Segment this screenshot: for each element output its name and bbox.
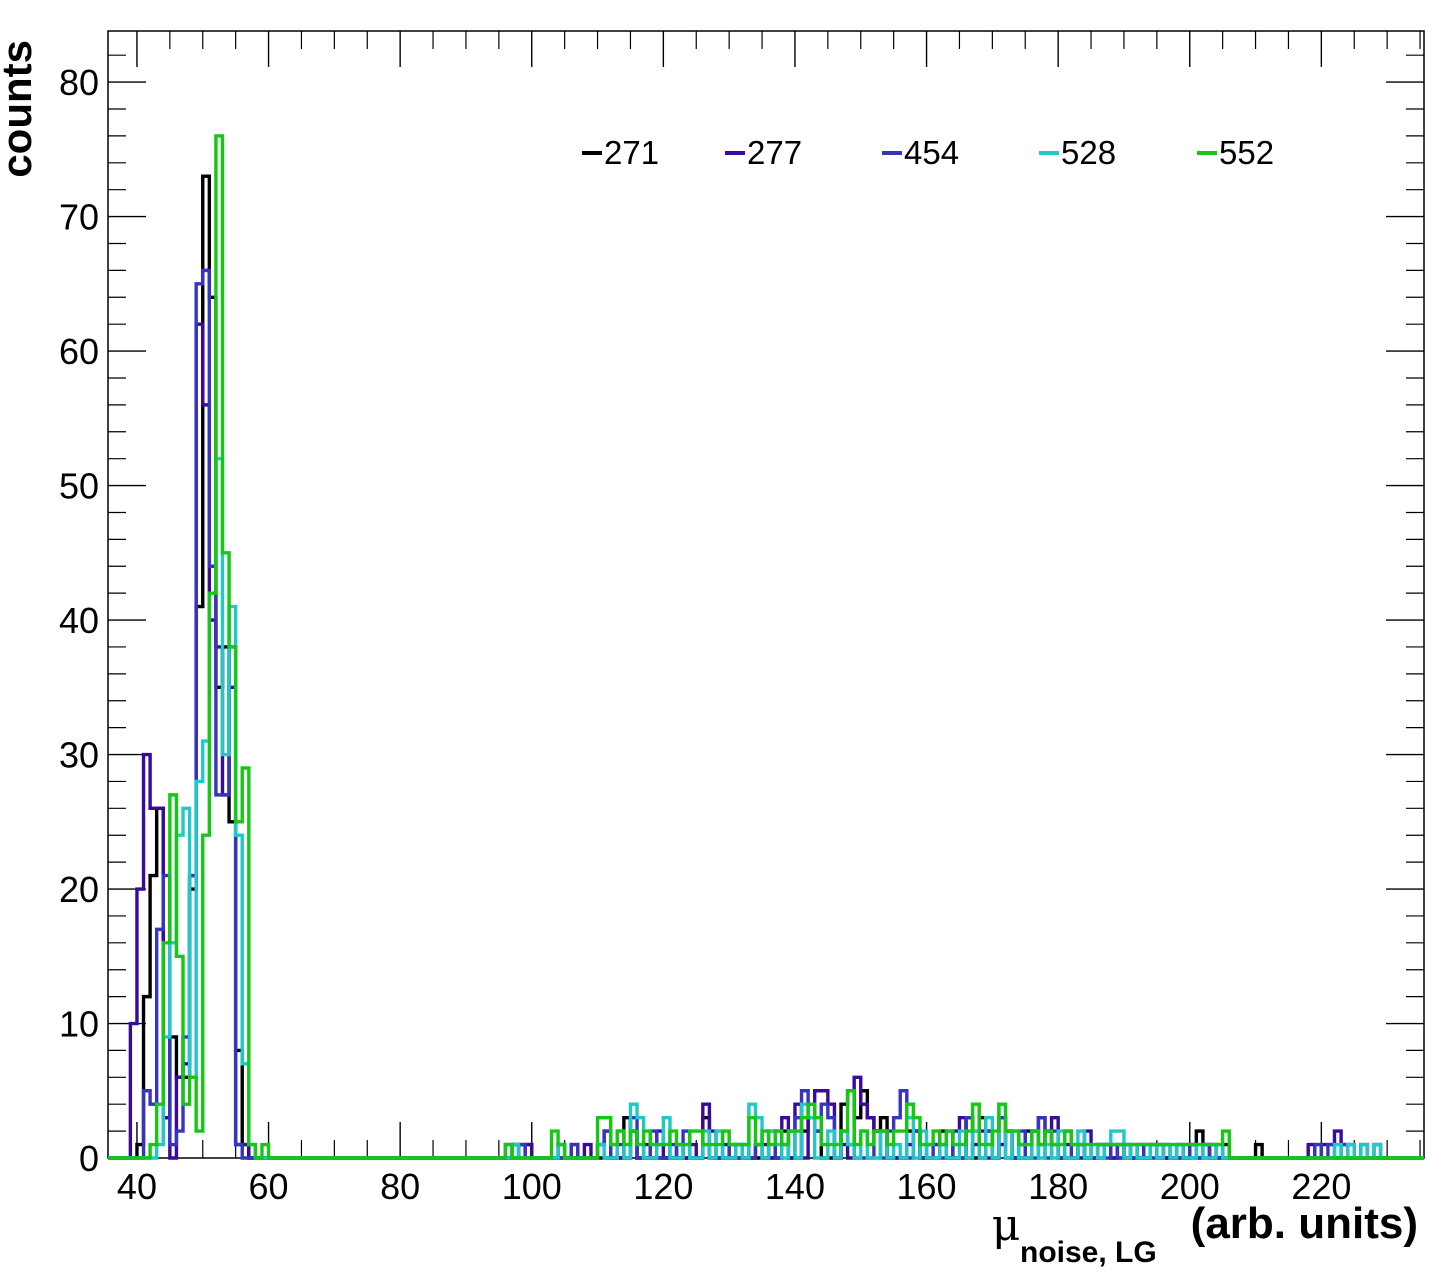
y-tick-label: 40 <box>59 600 99 641</box>
x-axis-title-symbol: μ <box>992 1200 1021 1251</box>
series-528-histogram <box>108 456 1424 1160</box>
x-tick-label: 200 <box>1160 1166 1220 1207</box>
x-tick-label: 140 <box>765 1166 825 1207</box>
legend: 271 277 454 528 552 <box>582 134 1274 171</box>
y-tick-label: 10 <box>59 1004 99 1045</box>
legend-label-277: 277 <box>747 134 802 171</box>
x-tick-label: 80 <box>380 1166 420 1207</box>
x-axis-title: μ noise, LG (arb. units) <box>992 1199 1418 1269</box>
y-tick-label: 70 <box>59 197 99 238</box>
y-tick-label: 20 <box>59 869 99 910</box>
series-454-histogram <box>108 268 1424 1160</box>
x-axis-title-units: (arb. units) <box>1191 1199 1418 1248</box>
legend-label-528: 528 <box>1061 134 1116 171</box>
x-tick-label: 40 <box>117 1166 157 1207</box>
y-tick-label: 30 <box>59 735 99 776</box>
series-271-histogram <box>108 174 1424 1160</box>
axis-ticks: 40 60 80 100 120 140 160 180 200 220 0 10 20 30 40 50 60… <box>59 31 1424 1207</box>
y-tick-label: 0 <box>79 1138 99 1179</box>
y-tick-label: 50 <box>59 466 99 507</box>
x-tick-label: 220 <box>1291 1166 1351 1207</box>
legend-label-552: 552 <box>1219 134 1274 171</box>
series-277-histogram <box>108 322 1424 1160</box>
legend-label-454: 454 <box>904 134 959 171</box>
x-tick-label: 100 <box>502 1166 562 1207</box>
x-tick-label: 160 <box>897 1166 957 1207</box>
y-axis-title: counts <box>0 40 40 178</box>
series-layer <box>108 134 1424 1160</box>
y-tick-label: 60 <box>59 331 99 372</box>
x-tick-label: 60 <box>249 1166 289 1207</box>
x-tick-label: 180 <box>1028 1166 1088 1207</box>
legend-label-271: 271 <box>604 134 659 171</box>
series-552-histogram <box>108 134 1424 1160</box>
x-tick-label: 120 <box>633 1166 693 1207</box>
x-axis-title-subscript: noise, LG <box>1020 1236 1157 1269</box>
plot-frame <box>107 30 1425 1159</box>
y-tick-label: 80 <box>59 62 99 103</box>
